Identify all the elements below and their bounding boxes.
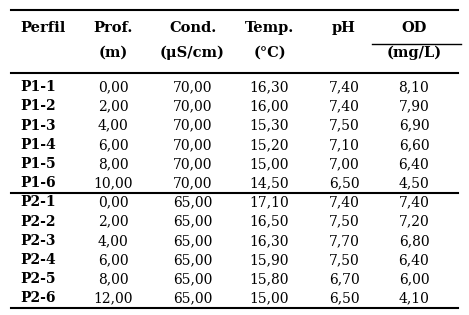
Text: 7,40: 7,40 xyxy=(329,100,360,113)
Text: 6,50: 6,50 xyxy=(329,291,359,306)
Text: 70,00: 70,00 xyxy=(173,176,212,190)
Text: 8,10: 8,10 xyxy=(399,80,430,94)
Text: P1-6: P1-6 xyxy=(20,176,56,190)
Text: 15,30: 15,30 xyxy=(250,119,289,133)
Text: 2,00: 2,00 xyxy=(98,100,129,113)
Text: 10,00: 10,00 xyxy=(93,176,133,190)
Text: 70,00: 70,00 xyxy=(173,80,212,94)
Text: 70,00: 70,00 xyxy=(173,100,212,113)
Text: P1-1: P1-1 xyxy=(20,80,56,94)
Text: Prof.: Prof. xyxy=(94,21,133,35)
Text: P1-3: P1-3 xyxy=(20,119,56,133)
Text: (mg/L): (mg/L) xyxy=(386,46,441,60)
Text: 7,40: 7,40 xyxy=(329,196,360,209)
Text: 65,00: 65,00 xyxy=(173,234,212,248)
Text: (m): (m) xyxy=(98,46,128,60)
Text: P2-2: P2-2 xyxy=(20,215,55,229)
Text: 4,00: 4,00 xyxy=(98,119,129,133)
Text: 8,00: 8,00 xyxy=(98,157,129,171)
Text: (μS/cm): (μS/cm) xyxy=(160,46,225,60)
Text: 12,00: 12,00 xyxy=(93,291,133,306)
Text: 2,00: 2,00 xyxy=(98,215,129,229)
Text: 7,70: 7,70 xyxy=(329,234,360,248)
Text: 15,00: 15,00 xyxy=(250,291,289,306)
Text: 65,00: 65,00 xyxy=(173,291,212,306)
Text: 7,50: 7,50 xyxy=(329,253,359,267)
Text: P2-5: P2-5 xyxy=(20,272,55,286)
Text: P2-1: P2-1 xyxy=(20,196,56,209)
Text: 7,90: 7,90 xyxy=(399,100,430,113)
Text: 16,00: 16,00 xyxy=(250,100,289,113)
Text: 6,00: 6,00 xyxy=(98,138,129,152)
Text: OD: OD xyxy=(401,21,427,35)
Text: 65,00: 65,00 xyxy=(173,196,212,209)
Text: 6,00: 6,00 xyxy=(399,272,429,286)
Text: P1-2: P1-2 xyxy=(20,100,56,113)
Text: 65,00: 65,00 xyxy=(173,253,212,267)
Text: 65,00: 65,00 xyxy=(173,272,212,286)
Text: 15,80: 15,80 xyxy=(250,272,289,286)
Text: 70,00: 70,00 xyxy=(173,157,212,171)
Text: 6,40: 6,40 xyxy=(399,253,430,267)
Text: P2-3: P2-3 xyxy=(20,234,55,248)
Text: 16,50: 16,50 xyxy=(250,215,289,229)
Text: 17,10: 17,10 xyxy=(250,196,289,209)
Text: 16,30: 16,30 xyxy=(250,234,289,248)
Text: 7,50: 7,50 xyxy=(329,119,359,133)
Text: 4,10: 4,10 xyxy=(399,291,430,306)
Text: 6,00: 6,00 xyxy=(98,253,129,267)
Text: 70,00: 70,00 xyxy=(173,119,212,133)
Text: Cond.: Cond. xyxy=(169,21,216,35)
Text: Perfil: Perfil xyxy=(20,21,65,35)
Text: 70,00: 70,00 xyxy=(173,138,212,152)
Text: 6,50: 6,50 xyxy=(329,176,359,190)
Text: 4,50: 4,50 xyxy=(399,176,430,190)
Text: P1-4: P1-4 xyxy=(20,138,56,152)
Text: 0,00: 0,00 xyxy=(98,80,129,94)
Text: 6,70: 6,70 xyxy=(329,272,359,286)
Text: P2-6: P2-6 xyxy=(20,291,55,306)
Text: 0,00: 0,00 xyxy=(98,196,129,209)
Text: 7,10: 7,10 xyxy=(329,138,360,152)
Text: 6,80: 6,80 xyxy=(399,234,429,248)
Text: 15,20: 15,20 xyxy=(250,138,289,152)
Text: 15,90: 15,90 xyxy=(250,253,289,267)
Text: 6,60: 6,60 xyxy=(399,138,429,152)
Text: 4,00: 4,00 xyxy=(98,234,129,248)
Text: (°C): (°C) xyxy=(253,46,286,60)
Text: 7,20: 7,20 xyxy=(399,215,430,229)
Text: pH: pH xyxy=(332,21,356,35)
Text: 14,50: 14,50 xyxy=(250,176,289,190)
Text: P2-4: P2-4 xyxy=(20,253,56,267)
Text: 16,30: 16,30 xyxy=(250,80,289,94)
Text: Temp.: Temp. xyxy=(245,21,294,35)
Text: 7,50: 7,50 xyxy=(329,215,359,229)
Text: 65,00: 65,00 xyxy=(173,215,212,229)
Text: 6,40: 6,40 xyxy=(399,157,430,171)
Text: 7,40: 7,40 xyxy=(399,196,430,209)
Text: 8,00: 8,00 xyxy=(98,272,129,286)
Text: 7,00: 7,00 xyxy=(329,157,359,171)
Text: 15,00: 15,00 xyxy=(250,157,289,171)
Text: P1-5: P1-5 xyxy=(20,157,56,171)
Text: 7,40: 7,40 xyxy=(329,80,360,94)
Text: 6,90: 6,90 xyxy=(399,119,429,133)
